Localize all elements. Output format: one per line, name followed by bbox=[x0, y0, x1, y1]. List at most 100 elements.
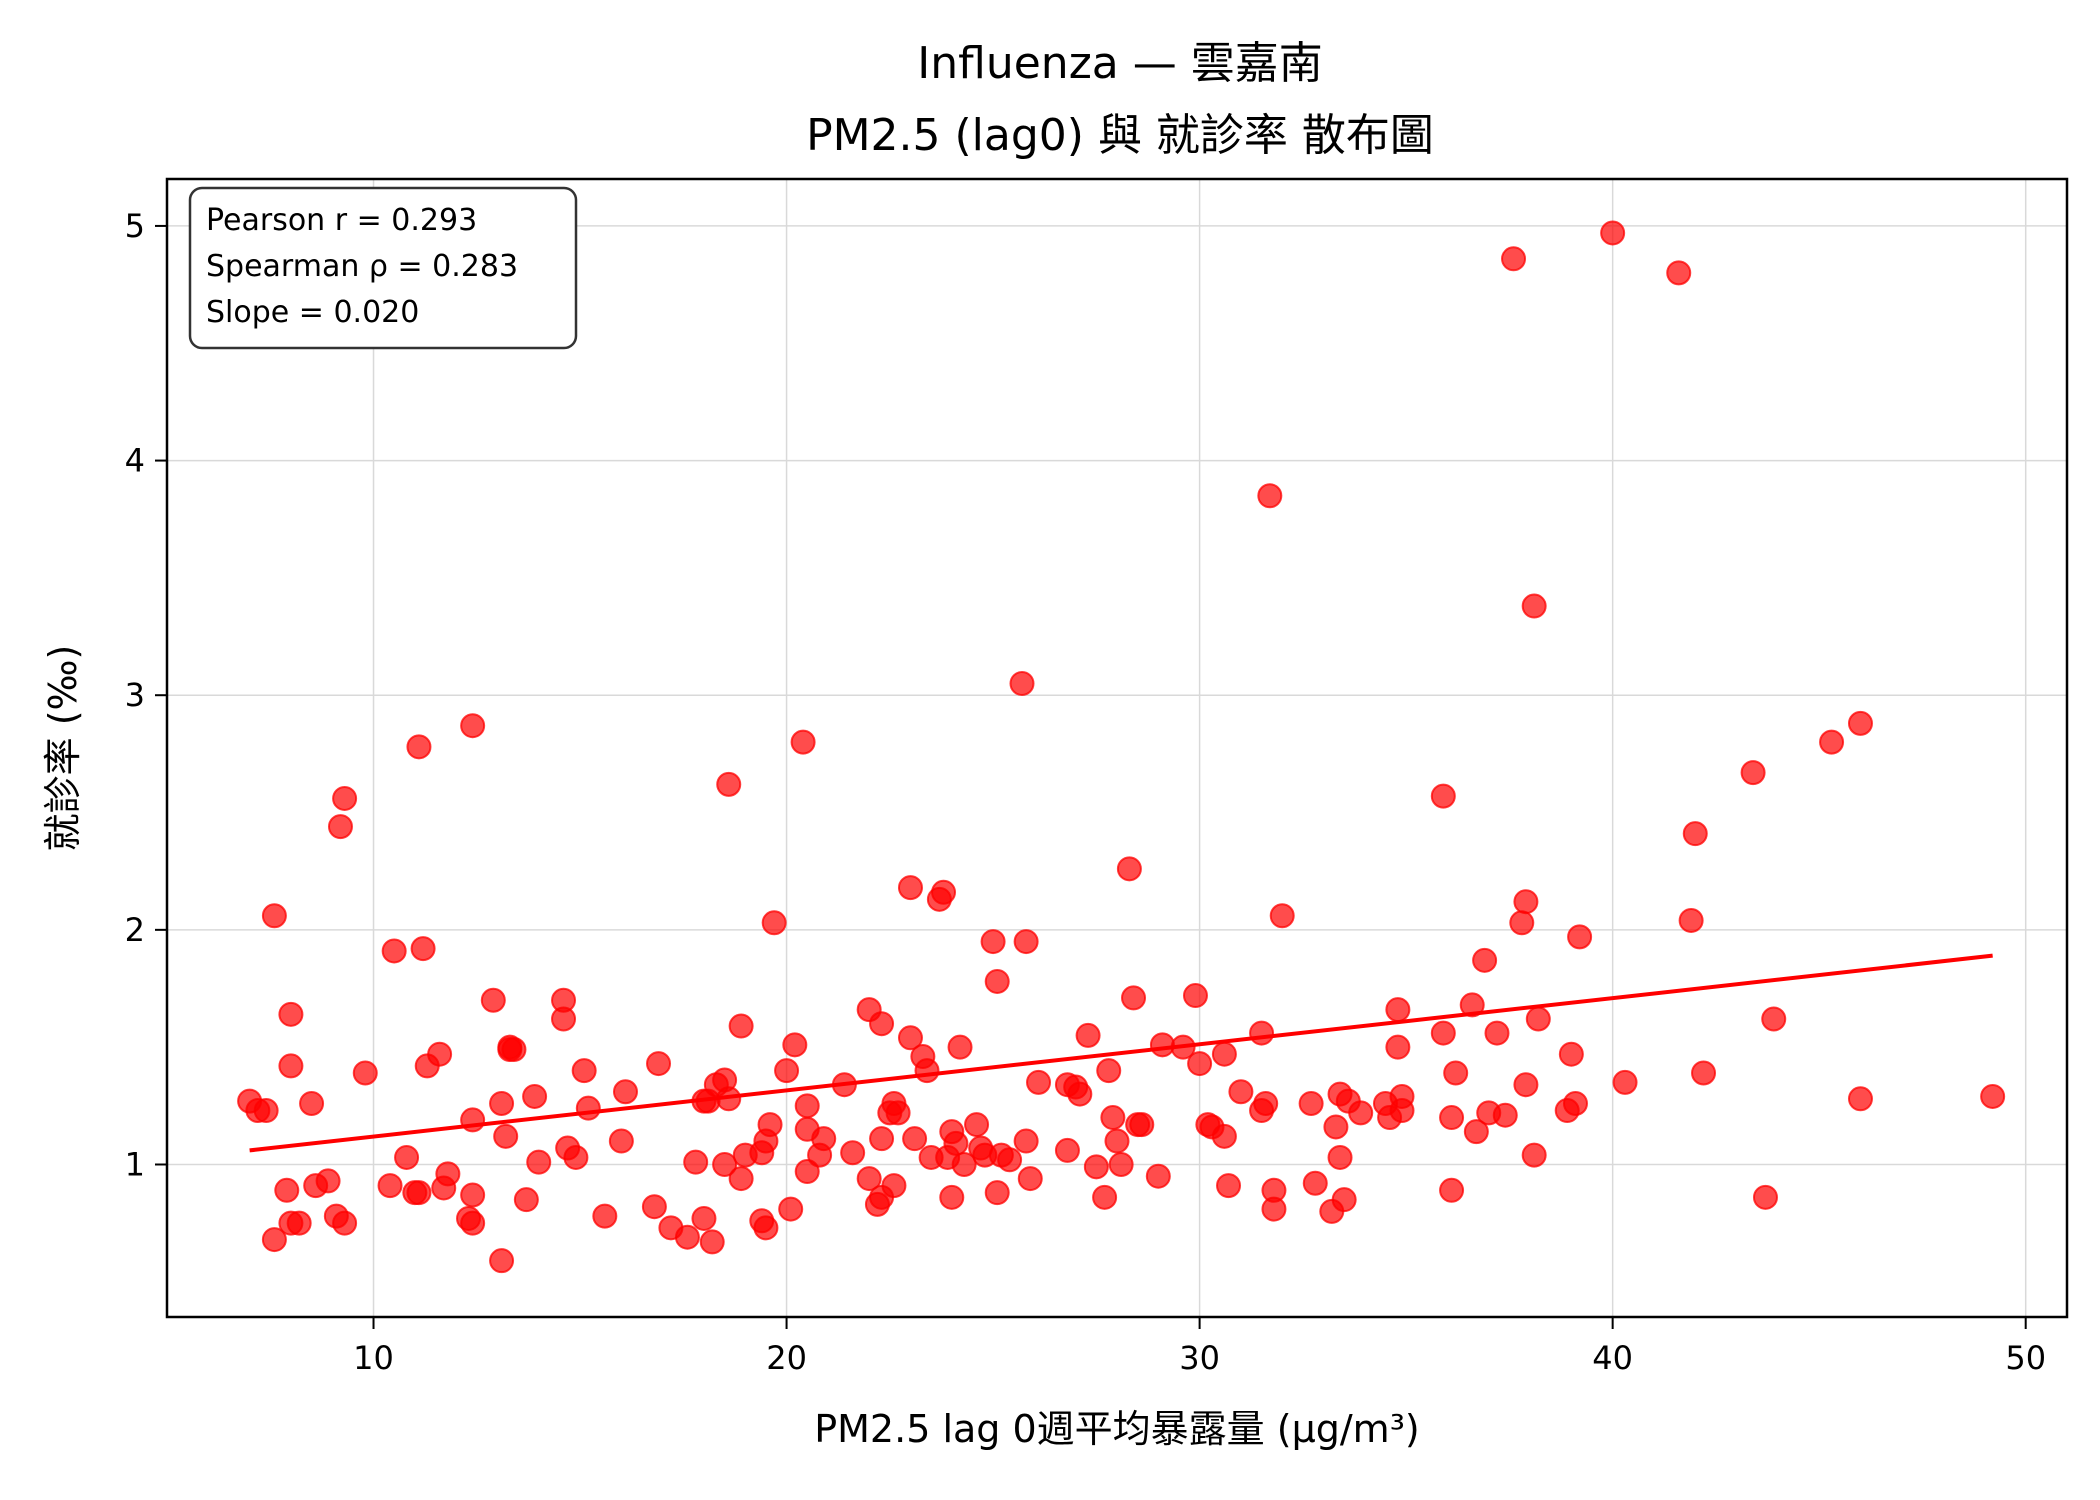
scatter-point bbox=[1017, 1166, 1043, 1192]
x-axis-label: PM2.5 lag 0週平均暴露量 (μg/m³) bbox=[814, 1407, 1420, 1451]
x-tick-label: 10 bbox=[353, 1339, 394, 1377]
scatter-point bbox=[571, 1058, 597, 1084]
scatter-point bbox=[1459, 992, 1485, 1018]
scatter-point bbox=[460, 1182, 486, 1208]
scatter-point bbox=[716, 771, 742, 797]
scatter-point bbox=[1075, 1022, 1101, 1048]
scatter-point bbox=[1009, 670, 1035, 696]
x-tick-label: 50 bbox=[2005, 1339, 2046, 1377]
axis-ticks: 10 20 30 40 50 1 2 3 4 5 bbox=[125, 207, 2046, 1377]
scatter-point bbox=[1430, 783, 1456, 809]
scatter-point bbox=[1216, 1173, 1242, 1199]
scatter-point bbox=[897, 875, 923, 901]
scatter-point bbox=[1228, 1079, 1254, 1105]
slope-text: Slope = 0.020 bbox=[206, 295, 419, 330]
scatter-point bbox=[612, 1079, 638, 1105]
scatter-point bbox=[778, 1196, 804, 1222]
scatter-point bbox=[460, 1210, 486, 1236]
scatter-point bbox=[951, 1151, 977, 1177]
scatter-point bbox=[1348, 1100, 1374, 1126]
scatter-point bbox=[1108, 1151, 1134, 1177]
scatter-point bbox=[914, 1058, 940, 1084]
scatter-point bbox=[1819, 729, 1845, 755]
scatter-point bbox=[761, 910, 787, 936]
scatter-point bbox=[1096, 1058, 1122, 1084]
y-tick-label: 5 bbox=[125, 207, 145, 245]
scatter-point bbox=[1104, 1128, 1130, 1154]
scatter-point bbox=[1327, 1144, 1353, 1170]
scatter-point bbox=[1257, 483, 1283, 509]
scatter-point bbox=[563, 1144, 589, 1170]
plot-frame bbox=[165, 177, 2069, 1319]
scatter-point bbox=[1472, 947, 1498, 973]
x-tick-label: 40 bbox=[1592, 1339, 1633, 1377]
scatter-point bbox=[278, 1001, 304, 1027]
scatter-point bbox=[1761, 1006, 1787, 1032]
scatter-point bbox=[869, 1126, 895, 1152]
scatter-point bbox=[1211, 1041, 1237, 1067]
scatter-point bbox=[489, 1248, 515, 1274]
scatter-point bbox=[1600, 220, 1626, 246]
scatter-point bbox=[1121, 985, 1147, 1011]
scatter-point bbox=[931, 879, 957, 905]
scatter-point bbox=[261, 903, 287, 929]
scatter-point bbox=[1389, 1098, 1415, 1124]
scatter-point bbox=[997, 1147, 1023, 1173]
scatter-point bbox=[1980, 1083, 2006, 1109]
scatter-point bbox=[641, 1194, 667, 1220]
trend-line bbox=[249, 953, 1993, 1153]
y-axis-label: 就診率 (‰) bbox=[41, 645, 85, 852]
scatter-point bbox=[1562, 1090, 1588, 1116]
scatter-point bbox=[1261, 1196, 1287, 1222]
scatter-point bbox=[406, 1180, 432, 1206]
scatter-point bbox=[885, 1100, 911, 1126]
scatter-point bbox=[493, 1123, 519, 1149]
scatter-point bbox=[1439, 1177, 1465, 1203]
scatter-point bbox=[278, 1053, 304, 1079]
scatter-point bbox=[1484, 1020, 1510, 1046]
scatter-point bbox=[790, 729, 816, 755]
scatter-point bbox=[327, 814, 353, 840]
scatter-point bbox=[406, 734, 432, 760]
chart-title-line2: PM2.5 (lag0) 與 就診率 散布圖 bbox=[806, 110, 1434, 161]
scatter-point bbox=[1302, 1170, 1328, 1196]
scatter-point bbox=[460, 713, 486, 739]
stats-box-frame bbox=[188, 186, 578, 350]
scatter-point bbox=[728, 1166, 754, 1192]
scatter-point bbox=[794, 1093, 820, 1119]
scatter-point bbox=[274, 1177, 300, 1203]
scatter-point bbox=[794, 1159, 820, 1185]
scatter-point bbox=[984, 968, 1010, 994]
scatter-point bbox=[753, 1215, 779, 1241]
scatter-point bbox=[902, 1126, 928, 1152]
scatter-point bbox=[522, 1083, 548, 1109]
scatter-point bbox=[1691, 1060, 1717, 1086]
scatter-point bbox=[1513, 889, 1539, 915]
scatter-point bbox=[1323, 1114, 1349, 1140]
scatter-point bbox=[782, 1032, 808, 1058]
scatter-point bbox=[551, 1006, 577, 1032]
scatter-point bbox=[1521, 1142, 1547, 1168]
scatter-point bbox=[332, 1210, 358, 1236]
scatter-point bbox=[1149, 1032, 1175, 1058]
scatter-point bbox=[699, 1229, 725, 1255]
scatter-point bbox=[435, 1161, 461, 1187]
scatter-point bbox=[394, 1144, 420, 1170]
scatter-point bbox=[377, 1173, 403, 1199]
scatter-point bbox=[1678, 907, 1704, 933]
scatter-point bbox=[947, 1034, 973, 1060]
y-tick-label: 2 bbox=[125, 911, 145, 949]
scatter-point bbox=[1521, 593, 1547, 619]
scatter-point bbox=[427, 1041, 453, 1067]
scatter-point bbox=[1170, 1034, 1196, 1060]
scatter-point bbox=[1439, 1105, 1465, 1131]
scatter-point bbox=[1054, 1137, 1080, 1163]
scatter-point bbox=[575, 1095, 601, 1121]
scatter-point bbox=[1145, 1163, 1171, 1189]
scatter-point bbox=[840, 1140, 866, 1166]
scatter-point bbox=[1430, 1020, 1456, 1046]
scatter-point bbox=[513, 1187, 539, 1213]
scatter-point bbox=[526, 1149, 552, 1175]
scatter-point bbox=[728, 1013, 754, 1039]
y-tick-label: 3 bbox=[125, 676, 145, 714]
